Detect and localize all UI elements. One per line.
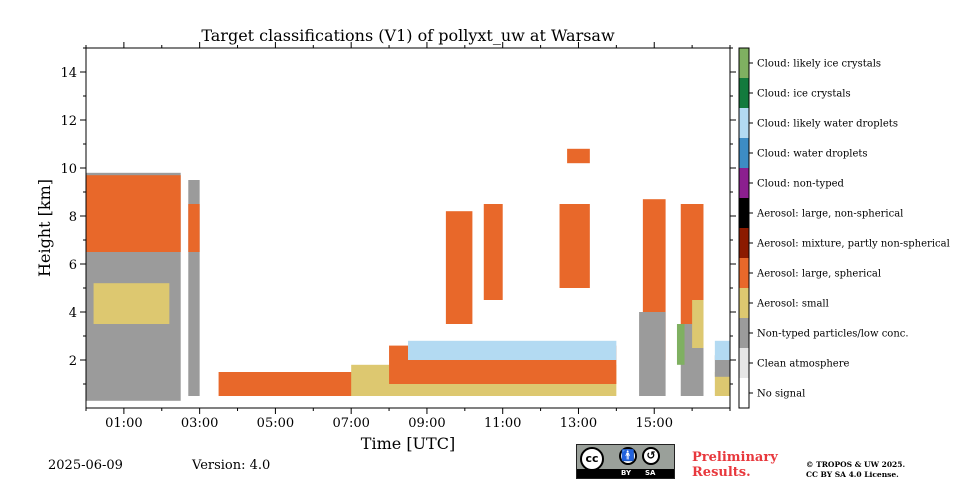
colorbar-swatch <box>739 348 749 378</box>
class-region <box>483 204 503 300</box>
colorbar-frame <box>738 47 750 409</box>
y-tick-label: 12 <box>60 114 77 129</box>
colorbar-swatch <box>739 288 749 318</box>
class-region <box>692 300 704 348</box>
class-region <box>218 372 371 396</box>
colorbar-label: Cloud: non-typed <box>757 179 845 190</box>
colorbar-swatch <box>739 258 749 288</box>
sa-label: SA <box>645 469 656 477</box>
y-tick-label: 6 <box>69 258 77 273</box>
colorbar-label: Clean atmosphere <box>757 359 850 370</box>
class-region <box>676 324 685 365</box>
copyright-line-2: CC BY SA 4.0 License. <box>806 470 899 479</box>
class-region <box>408 340 617 360</box>
x-axis-label: Time [UTC] <box>361 434 455 453</box>
version-label: Version: 4.0 <box>192 458 271 473</box>
colorbar-swatch <box>739 78 749 108</box>
attribution-icon: 🚹 <box>619 447 637 465</box>
colorbar-swatch <box>739 318 749 348</box>
date-label: 2025-06-09 <box>48 458 123 473</box>
x-tick-label: 05:00 <box>257 416 294 431</box>
x-tick-label: 11:00 <box>484 416 521 431</box>
class-region <box>559 204 590 288</box>
colorbar-label: Cloud: likely water droplets <box>757 119 898 130</box>
x-tick-label: 03:00 <box>181 416 218 431</box>
colorbar-label: Aerosol: mixture, partly non-spherical <box>756 239 950 250</box>
class-region <box>86 175 181 252</box>
cc-icon: cc <box>580 447 604 471</box>
y-tick-label: 2 <box>69 354 77 369</box>
x-tick-label: 07:00 <box>332 416 369 431</box>
class-region <box>445 211 473 324</box>
class-region <box>639 312 666 396</box>
preliminary-line-1: Preliminary <box>692 450 778 465</box>
colorbar-label: Aerosol: large, non-spherical <box>756 209 903 220</box>
classification-layers <box>86 148 730 401</box>
x-axis: 01:00 03:00 05:00 07:00 09:00 11:00 13:00 15:00 <box>85 42 731 431</box>
colorbar-label: Cloud: ice crystals <box>757 89 851 100</box>
x-tick-label: 13:00 <box>560 416 597 431</box>
cc-license-badge: cc 🚹 ↺ BY SA <box>576 444 675 479</box>
class-region <box>188 204 200 252</box>
share-alike-icon: ↺ <box>642 447 660 465</box>
preliminary-line-2: Results. <box>692 465 751 480</box>
class-region <box>680 204 704 324</box>
y-axis-label: Height [km] <box>35 179 54 277</box>
y-tick-label: 8 <box>69 210 77 225</box>
colorbar-label: Cloud: water droplets <box>757 149 868 160</box>
colorbar-label: Aerosol: small <box>756 299 829 310</box>
class-region <box>188 180 200 396</box>
colorbar-swatch <box>739 198 749 228</box>
class-region <box>567 148 590 164</box>
colorbar-label: Aerosol: large, spherical <box>756 269 881 280</box>
colorbar-swatch <box>739 138 749 168</box>
class-region <box>714 340 730 360</box>
copyright-notice: © TROPOS & UW 2025. CC BY SA 4.0 License… <box>806 460 905 480</box>
x-tick-label: 09:00 <box>408 416 445 431</box>
chart-title: Target classifications (V1) of pollyxt_u… <box>201 26 615 45</box>
y-axis: 2 4 6 8 10 12 14 <box>60 47 736 385</box>
colorbar-swatch <box>739 48 749 78</box>
x-tick-label: 15:00 <box>636 416 673 431</box>
colorbar: No signal Clean atmosphere Non-typed parti… <box>738 47 950 409</box>
colorbar-swatch <box>739 378 749 408</box>
class-region <box>714 355 730 377</box>
colorbar-label: Cloud: likely ice crystals <box>757 59 881 70</box>
colorbar-label: No signal <box>757 389 805 400</box>
class-region <box>93 283 170 324</box>
copyright-line-1: © TROPOS & UW 2025. <box>806 460 906 469</box>
y-tick-label: 4 <box>69 306 77 321</box>
preliminary-notice: Preliminary Results. <box>692 450 778 480</box>
colorbar-swatch <box>739 228 749 258</box>
colorbar-swatch <box>739 168 749 198</box>
by-label: BY <box>621 469 632 477</box>
plot-frame <box>85 47 731 409</box>
class-region <box>714 372 730 396</box>
colorbar-swatch <box>739 108 749 138</box>
y-tick-label: 14 <box>60 66 77 81</box>
colorbar-label: Non-typed particles/low conc. <box>757 329 909 340</box>
x-tick-label: 01:00 <box>105 416 142 431</box>
y-tick-label: 10 <box>60 162 77 177</box>
